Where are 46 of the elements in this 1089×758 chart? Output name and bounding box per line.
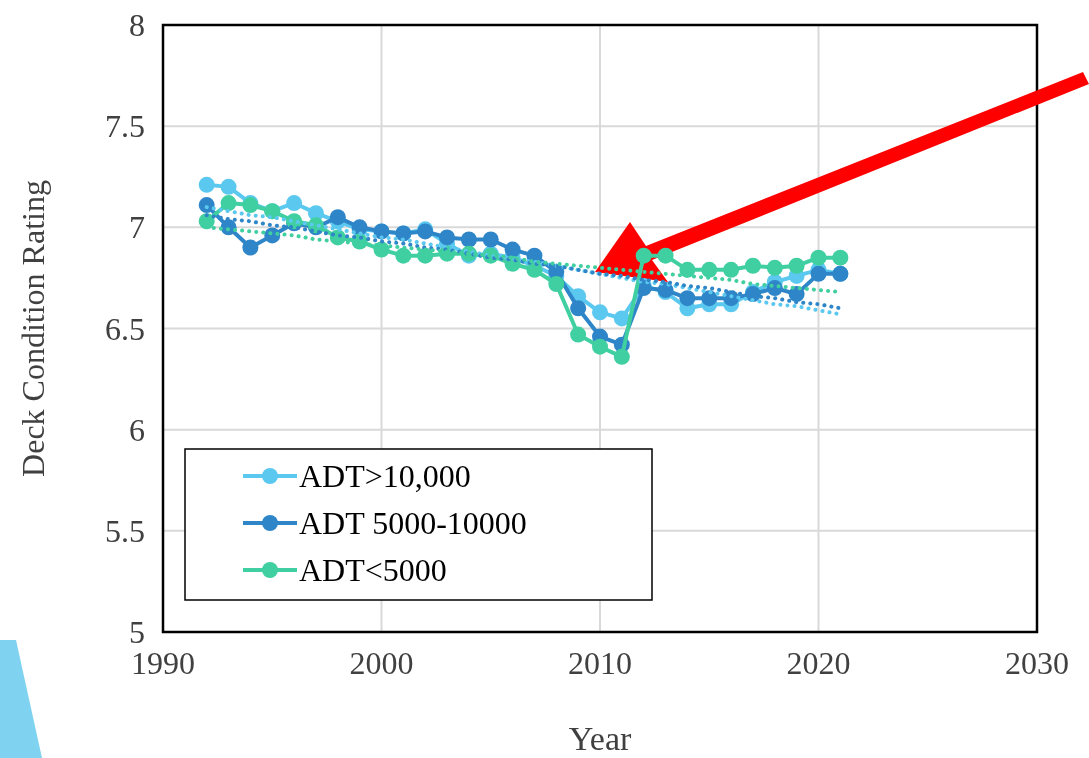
point	[570, 300, 587, 317]
point	[198, 176, 215, 193]
point	[744, 257, 761, 274]
x-tick-label: 2030	[1005, 645, 1069, 681]
point	[220, 178, 237, 195]
legend-label: ADT<5000	[299, 552, 447, 588]
point	[679, 261, 696, 278]
point	[242, 239, 259, 256]
legend-label: ADT 5000-10000	[299, 505, 527, 541]
legend-label: ADT>10,000	[299, 458, 471, 494]
point	[439, 229, 456, 246]
point	[657, 247, 674, 264]
point	[613, 310, 630, 327]
y-tick-label: 7	[129, 209, 145, 246]
y-tick-label: 7.5	[105, 108, 145, 145]
y-tick-label: 6	[129, 411, 145, 448]
point	[810, 265, 827, 282]
y-tick-label: 6.5	[105, 310, 145, 347]
point	[592, 304, 608, 321]
x-axis-title: Year	[568, 720, 632, 757]
point	[635, 247, 652, 264]
point	[548, 275, 565, 292]
point	[788, 257, 805, 274]
point	[482, 231, 499, 248]
point	[220, 195, 237, 212]
y-axis-title: Deck Condition Rating	[15, 180, 51, 477]
x-tick-label: 2010	[568, 645, 632, 681]
point	[766, 259, 783, 276]
point	[613, 348, 630, 365]
y-tick-label: 5.5	[105, 512, 145, 549]
x-tick-label: 2020	[786, 645, 851, 681]
point	[460, 231, 477, 248]
point	[417, 247, 434, 264]
point	[701, 290, 718, 307]
point	[679, 290, 696, 307]
x-tick-label: 2000	[349, 645, 414, 681]
point	[810, 249, 827, 266]
point	[570, 326, 587, 343]
point	[329, 209, 346, 226]
point	[395, 247, 412, 264]
point	[723, 261, 740, 278]
point	[592, 338, 608, 355]
y-tick-label: 8	[129, 7, 145, 43]
point	[286, 195, 303, 212]
point	[701, 261, 718, 278]
point	[832, 249, 849, 266]
